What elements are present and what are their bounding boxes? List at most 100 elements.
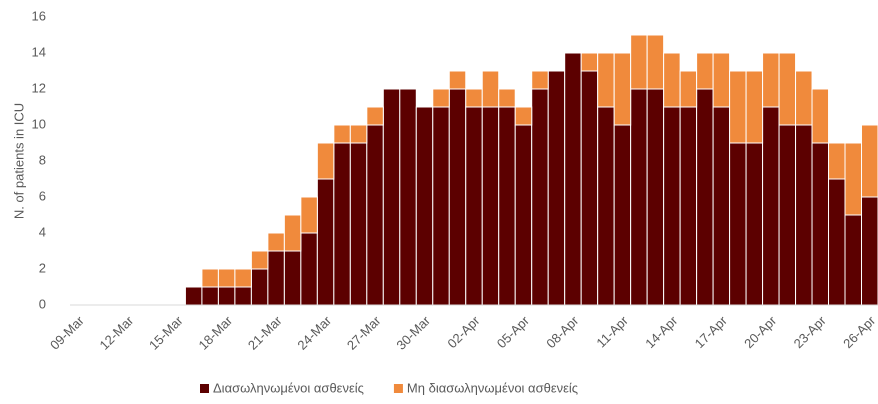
x-tick-label: 17-Apr	[692, 312, 731, 351]
bar-segment	[514, 124, 533, 306]
legend-label: Διασωληνωμένοι ασθενείς	[213, 380, 364, 395]
bar-segment	[531, 88, 549, 306]
bar-segment	[811, 88, 830, 144]
bar-segment	[663, 106, 681, 306]
bar-segment	[828, 178, 846, 306]
bar-segment	[646, 34, 665, 90]
bar-segment	[861, 196, 878, 306]
bar-segment	[630, 88, 648, 306]
bar-segment	[861, 124, 878, 198]
bar-segment	[729, 70, 747, 144]
legend-swatch	[200, 384, 209, 393]
x-tick-label: 26-Apr	[840, 312, 878, 351]
y-tick-label: 10	[32, 116, 46, 131]
bar-segment	[679, 106, 698, 306]
x-tick-label: 18-Mar	[195, 312, 235, 352]
y-tick-label: 0	[39, 296, 46, 311]
bar-segment	[217, 268, 236, 288]
x-tick-label: 02-Apr	[444, 312, 483, 351]
bar-segment	[547, 70, 566, 306]
bar-segment	[283, 214, 302, 252]
bar-segment	[597, 52, 615, 108]
bar-segment	[267, 232, 285, 252]
bar-segment	[679, 70, 698, 108]
bar-segment	[481, 70, 500, 108]
bar-segment	[564, 52, 582, 306]
bar-segment	[778, 124, 797, 306]
y-tick-label: 2	[39, 260, 46, 275]
y-tick-label: 8	[39, 152, 46, 167]
bar-segment	[580, 52, 599, 72]
bar-segment	[300, 196, 318, 234]
x-tick-label: 08-Apr	[543, 312, 582, 351]
bar-segment	[399, 88, 417, 306]
bar-segment	[646, 88, 665, 306]
bar-segment	[349, 142, 368, 306]
bar-segment	[498, 106, 516, 306]
x-tick-label: 11-Apr	[593, 312, 631, 350]
x-tick-label: 12-Mar	[97, 312, 137, 352]
bar-segment	[795, 70, 813, 126]
x-tick-label: 14-Apr	[642, 312, 681, 351]
legend-swatch	[393, 384, 403, 393]
bar-segment	[531, 70, 549, 90]
bar-segment	[729, 142, 747, 306]
bar-segment	[844, 142, 863, 216]
bar-segment	[217, 286, 236, 306]
bar-segment	[201, 268, 219, 288]
bar-segment	[201, 286, 219, 306]
bar-segment	[465, 88, 483, 108]
bar-segment	[316, 178, 335, 306]
bar-segment	[745, 142, 764, 306]
bar-segment	[234, 268, 252, 288]
bar-segment	[184, 286, 203, 306]
bar-segment	[762, 52, 780, 108]
bar-segment	[696, 52, 714, 90]
bar-segment	[630, 34, 648, 90]
bar-segment	[333, 142, 351, 306]
bar-segment	[267, 250, 285, 306]
bar-segment	[349, 124, 368, 144]
x-tick-label: 21-Mar	[245, 312, 285, 352]
bar-segment	[811, 142, 830, 306]
bar-segment	[498, 88, 516, 108]
bar-segment	[613, 52, 632, 126]
y-tick-label: 16	[32, 8, 46, 23]
bar-segment	[333, 124, 351, 144]
bar-segment	[448, 70, 467, 90]
y-tick-label: 4	[39, 224, 46, 239]
x-tick-label: 24-Mar	[294, 312, 334, 352]
bar-segment	[844, 214, 863, 306]
bar-segment	[514, 106, 533, 126]
bar-segment	[316, 142, 335, 180]
bar-segment	[250, 250, 269, 270]
y-axis-label: N. of patients in ICU	[11, 103, 26, 219]
bar-segment	[432, 106, 450, 306]
bar-segment	[828, 142, 846, 180]
x-tick-label: 23-Apr	[791, 312, 830, 351]
bar-segment	[663, 52, 681, 108]
bar-segment	[415, 106, 434, 306]
x-tick-label: 20-Apr	[741, 312, 780, 351]
bar-segment	[597, 106, 615, 306]
x-tick-label: 30-Mar	[393, 312, 433, 352]
bar-segment	[382, 88, 401, 306]
bar-segment	[283, 250, 302, 306]
bar-segment	[778, 52, 797, 126]
x-tick-label: 27-Mar	[344, 312, 384, 352]
bar-segment	[712, 106, 731, 306]
x-tick-label: 09-Mar	[47, 312, 87, 352]
bar-segment	[580, 70, 599, 306]
y-tick-label: 12	[32, 80, 46, 95]
y-tick-label: 6	[39, 188, 46, 203]
bar-segment	[250, 268, 269, 306]
bar-segment	[432, 88, 450, 108]
bar-segment	[366, 124, 384, 306]
bar-segment	[300, 232, 318, 306]
bar-segment	[465, 106, 483, 306]
bar-segment	[613, 124, 632, 306]
bar-segment	[762, 106, 780, 306]
bar-segment	[712, 52, 731, 108]
bar-segment	[448, 88, 467, 306]
